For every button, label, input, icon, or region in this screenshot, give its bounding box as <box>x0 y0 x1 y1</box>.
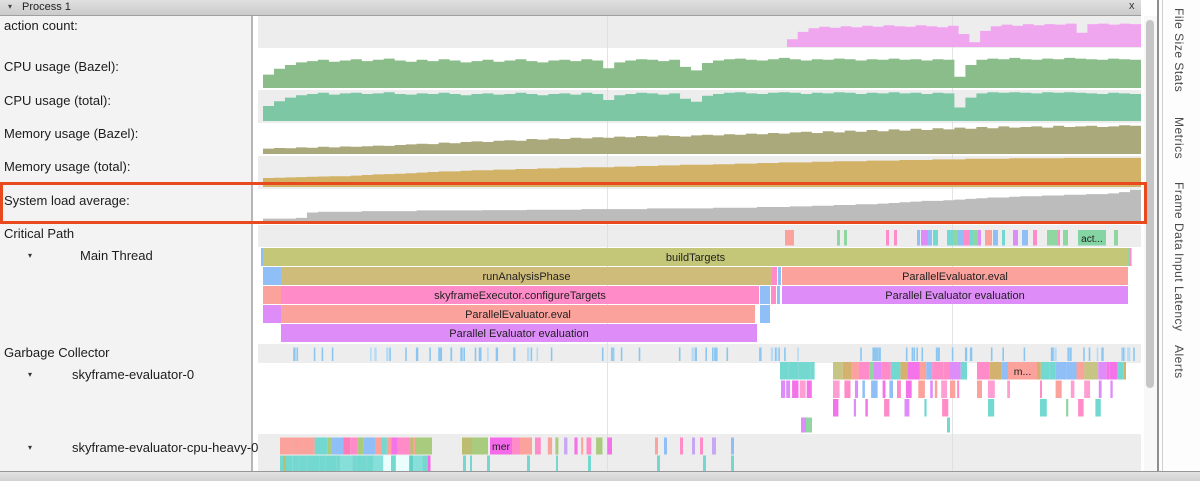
track-label-skyframe-evaluator-0[interactable]: ▾ skyframe-evaluator-0 <box>4 367 194 382</box>
collapse-arrow-icon[interactable]: ▾ <box>8 2 13 11</box>
svg-text:Parallel Evaluator evaluation: Parallel Evaluator evaluation <box>885 290 1024 302</box>
counter-memory-usage-total[interactable] <box>263 157 1141 187</box>
skyframe-evaluator-0-row-2[interactable] <box>781 380 1113 399</box>
collapse-arrow-icon[interactable]: ▾ <box>28 443 33 452</box>
tab-alerts[interactable]: Alerts <box>1172 345 1186 379</box>
svg-text:m...: m... <box>1014 366 1032 378</box>
skyframe-evaluator-cpu-heavy-0-row-1[interactable]: mer <box>280 437 734 455</box>
counter-cpu-usage-bazel[interactable] <box>263 57 1141 88</box>
track-label-text: Main Thread <box>80 248 153 263</box>
svg-text:Parallel Evaluator evaluation: Parallel Evaluator evaluation <box>449 328 588 340</box>
track-label-main-thread[interactable]: ▾ Main Thread <box>4 248 153 263</box>
garbage-collector-track[interactable] <box>293 347 1135 362</box>
skyframe-evaluator-0-row-1[interactable]: m... <box>780 362 1126 380</box>
track-label-memory-usage-bazel[interactable]: Memory usage (Bazel): <box>4 126 139 141</box>
process-header[interactable]: ▾ Process 1 x <box>0 0 1141 16</box>
svg-text:ParallelEvaluator.eval: ParallelEvaluator.eval <box>902 271 1008 283</box>
track-label-cpu-usage-bazel[interactable]: CPU usage (Bazel): <box>4 59 119 74</box>
tab-frame-data[interactable]: Frame Data <box>1172 182 1186 251</box>
svg-text:skyframeExecutor.configureTarg: skyframeExecutor.configureTargets <box>434 290 606 302</box>
track-label-text: skyframe-evaluator-0 <box>72 367 195 382</box>
track-label-system-load-average[interactable]: System load average: <box>4 193 130 208</box>
track-label-garbage-collector[interactable]: Garbage Collector <box>4 345 110 360</box>
main-thread-slice-row-2[interactable]: runAnalysisPhase ParallelEvaluator.eval <box>263 267 1128 285</box>
horizontal-scrollbar[interactable] <box>0 471 1200 481</box>
close-icon[interactable]: x <box>1129 0 1135 12</box>
svg-text:buildTargets: buildTargets <box>666 252 726 264</box>
tab-file-size-stats[interactable]: File Size Stats <box>1172 8 1186 93</box>
main-thread-slice-row-3[interactable]: skyframeExecutor.configureTargets Paralle… <box>263 286 1128 304</box>
collapse-arrow-icon[interactable]: ▾ <box>28 251 33 260</box>
vertical-scrollbar[interactable] <box>1144 16 1157 471</box>
track-label-memory-usage-total[interactable]: Memory usage (total): <box>4 159 131 174</box>
counter-action-count[interactable] <box>787 23 1141 47</box>
track-label-critical-path[interactable]: Critical Path <box>4 226 75 241</box>
counter-cpu-usage-total[interactable] <box>263 92 1141 121</box>
vertical-scrollbar-thumb[interactable] <box>1146 20 1154 388</box>
main-thread-slice-row-1[interactable]: buildTargets <box>261 248 1132 266</box>
main-thread-slice-row-5[interactable]: Parallel Evaluator evaluation <box>281 324 757 342</box>
main-thread-slice-row-4[interactable]: ParallelEvaluator.eval <box>263 305 770 323</box>
svg-text:mer: mer <box>492 441 511 453</box>
svg-text:runAnalysisPhase: runAnalysisPhase <box>482 271 570 283</box>
counter-system-load-average[interactable] <box>263 189 1141 222</box>
skyframe-evaluator-0-row-3[interactable] <box>833 399 1101 417</box>
track-label-skyframe-evaluator-cpu-heavy-0[interactable]: ▾ skyframe-evaluator-cpu-heavy-0 <box>4 440 258 455</box>
svg-text:ParallelEvaluator.eval: ParallelEvaluator.eval <box>465 309 571 321</box>
track-label-cpu-usage-total[interactable]: CPU usage (total): <box>4 93 111 108</box>
track-label-panel: action count: CPU usage (Bazel): CPU usage… <box>0 16 258 471</box>
tab-metrics[interactable]: Metrics <box>1172 117 1186 160</box>
counter-memory-usage-bazel[interactable] <box>263 125 1141 154</box>
critical-path-track[interactable]: act... <box>785 230 1118 246</box>
right-tab-strip: File Size Stats Metrics Frame Data Input La… <box>1157 0 1200 471</box>
track-label-action-count[interactable]: action count: <box>4 18 78 33</box>
skyframe-evaluator-0-row-4[interactable] <box>801 417 950 433</box>
process-title: Process 1 <box>22 1 71 13</box>
collapse-arrow-icon[interactable]: ▾ <box>28 370 33 379</box>
skyframe-evaluator-cpu-heavy-0-row-2[interactable] <box>280 455 734 472</box>
tab-input-latency[interactable]: Input Latency <box>1172 253 1186 332</box>
svg-text:act...: act... <box>1081 234 1103 245</box>
track-label-text: skyframe-evaluator-cpu-heavy-0 <box>72 440 259 455</box>
